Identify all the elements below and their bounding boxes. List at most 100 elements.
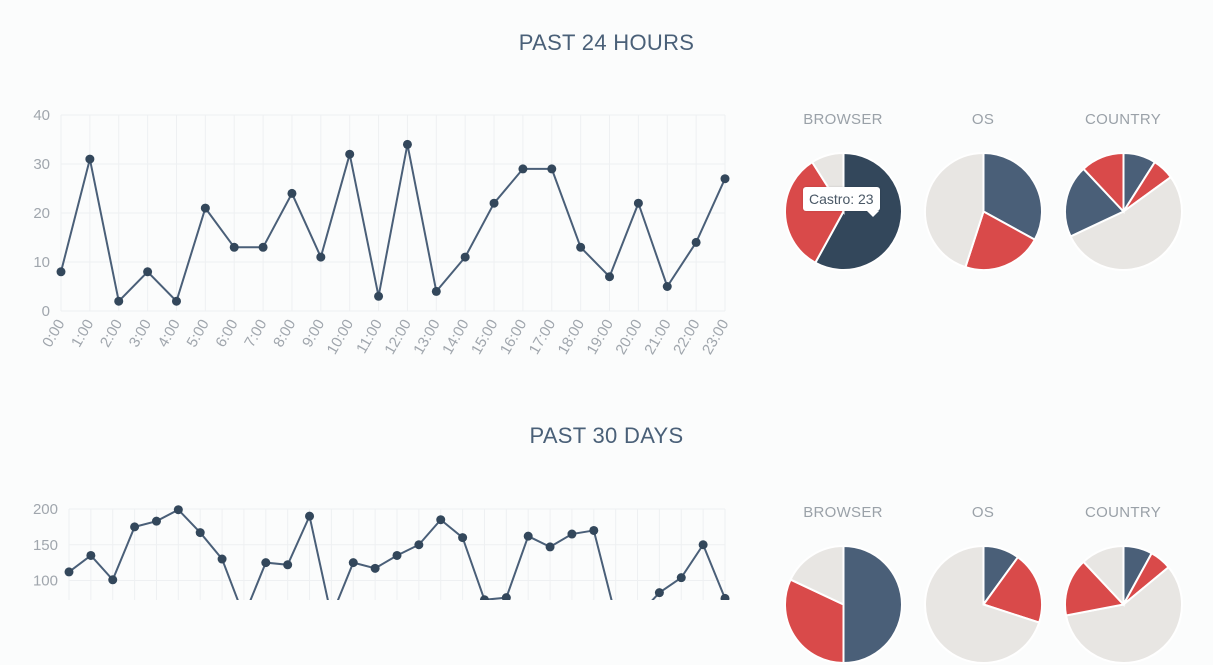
line-24h-xtick-label: 3:00 <box>126 317 155 351</box>
line-chart-24h: 0 10 20 30 40 0:00 1:00 2:00 3:00 4:00 5:00 6:00 7:0… <box>33 107 732 358</box>
line-30d-data-point <box>305 511 315 521</box>
line-24h-xtick-label: 22:00 <box>670 317 703 358</box>
line-24h-xtick-label: 18:00 <box>555 317 588 358</box>
line-24h-xtick-label: 13:00 <box>410 317 443 358</box>
pie-chart-country-24h-slice <box>1064 167 1126 238</box>
line-24h-xtick-label: 8:00 <box>270 317 299 351</box>
line-30d-data-point <box>392 550 402 560</box>
line-30d-data-point <box>458 533 468 543</box>
line-30d-data-point <box>86 550 96 560</box>
pie-chart-browser-24h-slice <box>784 160 845 265</box>
line-30d-data-point <box>130 522 140 532</box>
line-30d-data-point <box>108 575 118 585</box>
line-30d-data-point <box>370 563 380 573</box>
line-30d-data-point <box>545 542 555 552</box>
line-24h-xtick-label: 1:00 <box>68 317 97 351</box>
pie-chart-country-24h-slice <box>1082 151 1125 215</box>
line-24h-data-point <box>691 237 701 247</box>
pie-chart-browser-30d-slice <box>789 544 845 607</box>
line-30d-ytick-label: 100 <box>33 573 58 590</box>
section-title-30d: PAST 30 DAYS <box>529 423 684 448</box>
line-30d-data-point <box>479 595 489 600</box>
line-24h-data-point <box>518 164 528 174</box>
line-24h-xtick-label: 17:00 <box>526 317 559 358</box>
line-24h-data-point <box>605 272 615 282</box>
section-title-24h: PAST 24 HOURS <box>518 30 695 55</box>
line-24h-ytick-label: 20 <box>33 205 50 222</box>
pie-chart-browser-24h-slice <box>813 151 903 271</box>
line-30d-data-point <box>567 529 577 539</box>
line-30d-data-point <box>720 593 730 600</box>
line-30d-data-point <box>501 593 511 600</box>
line-30d-data-point <box>261 558 271 568</box>
line-24h-data-point <box>114 296 124 306</box>
line-24h-data-point <box>316 252 326 262</box>
line-30d-data-point <box>151 516 161 526</box>
pie-label-os-24h: OS <box>971 111 995 128</box>
line-30d-data-point <box>64 567 74 577</box>
line-24h-data-point <box>576 242 586 252</box>
pie-chart-os-30d[interactable] <box>923 544 1044 665</box>
line-24h-data-point <box>489 198 499 208</box>
line-24h-data-point <box>200 203 210 213</box>
line-24h-data-point <box>229 242 239 252</box>
line-24h-data-point <box>402 139 412 149</box>
line-24h-data-point <box>143 267 153 277</box>
pie-chart-os-24h-slice <box>924 151 985 269</box>
line-30d-data-point <box>195 528 205 538</box>
line-24h-xtick-label: 21:00 <box>641 317 674 358</box>
line-24h-xtick-label: 14:00 <box>439 317 472 358</box>
line-24h-data-point <box>258 242 268 252</box>
line-24h-ytick-label: 30 <box>33 156 50 173</box>
line-30d-ytick-label: 150 <box>33 537 58 554</box>
line-24h-xtick-label: 15:00 <box>468 316 501 357</box>
pie-tooltip: Castro: 23 <box>803 187 880 217</box>
line-24h-xtick-label: 11:00 <box>353 317 386 357</box>
line-30d-ytick-label: 200 <box>33 501 58 518</box>
line-30d-data-point <box>654 588 664 598</box>
line-24h-data-point <box>720 174 730 184</box>
line-24h-xtick-label: 6:00 <box>212 317 241 351</box>
line-24h-xtick-label: 4:00 <box>155 317 184 351</box>
pie-chart-browser-30d[interactable] <box>783 544 904 665</box>
pie-chart-browser-30d-slice <box>842 544 903 665</box>
line-30d-data-point <box>414 540 424 550</box>
pie-label-browser-30d: BROWSER <box>803 504 883 521</box>
pie-chart-os-24h[interactable] <box>923 151 1044 272</box>
line-24h-data-point <box>460 252 470 262</box>
line-30d-data-point <box>436 515 446 525</box>
line-30d-data-point <box>676 573 686 583</box>
line-24h-xtick-label: 23:00 <box>699 317 732 358</box>
pie-label-country-30d: COUNTRY <box>1085 504 1161 521</box>
line-24h-xtick-label: 2:00 <box>97 317 126 351</box>
line-24h-xtick-label: 7:00 <box>241 317 270 351</box>
line-24h-ytick-label: 10 <box>33 254 50 271</box>
line-24h-data-point <box>85 154 95 164</box>
pie-chart-country-30d-slice <box>1082 544 1125 608</box>
line-24h-xtick-label: 5:00 <box>183 317 212 351</box>
pie-label-country-24h: COUNTRY <box>1085 111 1161 128</box>
pie-label-browser-24h: BROWSER <box>803 111 883 128</box>
line-24h-xtick-label: 19:00 <box>583 317 616 358</box>
line-24h-data-point <box>345 149 355 159</box>
line-30d-data-point <box>173 505 183 515</box>
line-24h-series-line <box>60 144 726 304</box>
pie-chart-os-24h-slice <box>964 210 1037 271</box>
line-24h-xtick-label: 0:00 <box>39 317 68 351</box>
line-24h-xtick-label: 20:00 <box>612 317 645 358</box>
pie-chart-country-24h[interactable] <box>1063 151 1184 272</box>
pie-chart-country-24h-slice <box>1069 175 1183 271</box>
line-24h-data-point <box>374 291 384 301</box>
line-chart-30d: 100 150 200 <box>33 501 730 600</box>
line-24h-data-point <box>547 164 557 174</box>
line-30d-data-point <box>698 540 708 550</box>
pie-label-os-30d: OS <box>971 504 995 521</box>
line-24h-data-point <box>287 188 297 198</box>
line-30d-data-point <box>348 558 358 568</box>
line-24h-data-point <box>56 267 66 277</box>
line-24h-data-point <box>171 296 181 306</box>
pie-chart-country-30d[interactable] <box>1063 544 1184 665</box>
pie-chart-browser-24h[interactable] <box>783 151 904 272</box>
line-24h-ytick-label: 0 <box>42 303 50 320</box>
line-30d-data-point <box>589 525 599 535</box>
